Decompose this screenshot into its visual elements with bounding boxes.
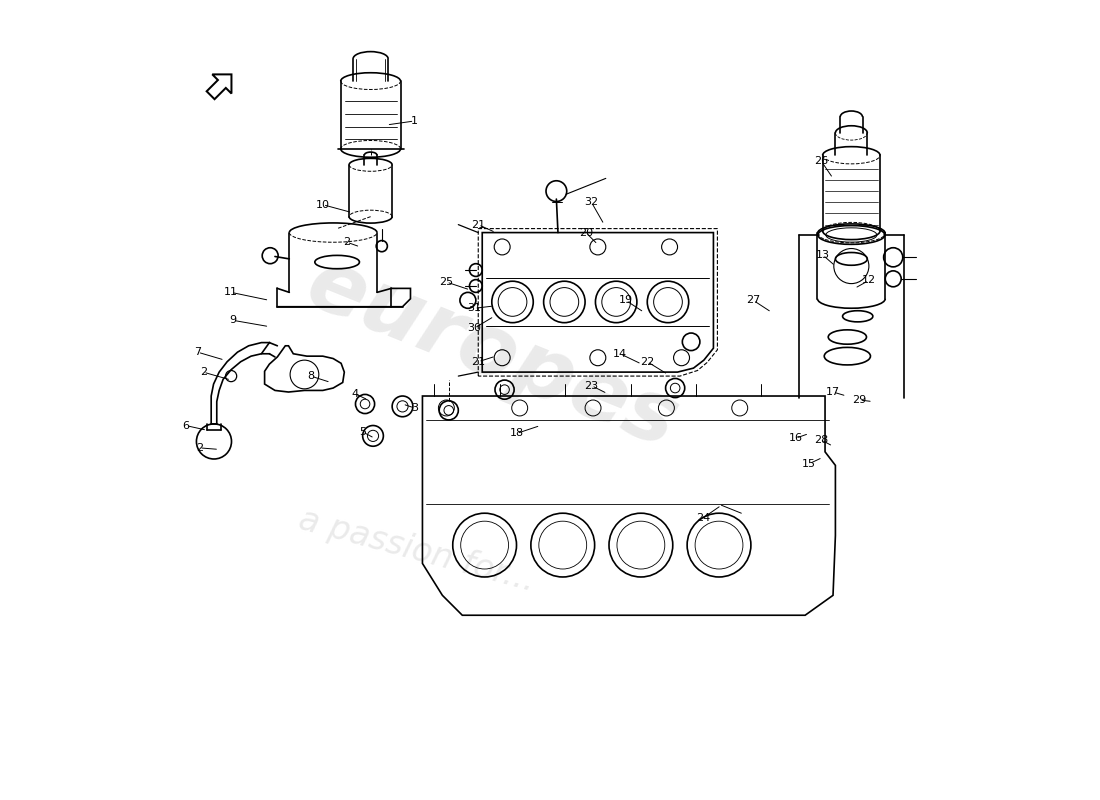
- Text: 6: 6: [183, 421, 189, 430]
- Text: 13: 13: [815, 250, 829, 260]
- Text: 17: 17: [826, 387, 840, 397]
- Text: 18: 18: [509, 429, 524, 438]
- Text: 2: 2: [199, 367, 207, 377]
- Text: 27: 27: [746, 295, 760, 306]
- Text: 9: 9: [229, 315, 236, 326]
- Text: 10: 10: [316, 200, 330, 210]
- Text: 14: 14: [613, 349, 627, 358]
- Text: 1: 1: [411, 116, 418, 126]
- Text: 24: 24: [696, 513, 711, 523]
- Text: 23: 23: [584, 381, 598, 390]
- Text: 16: 16: [789, 434, 803, 443]
- Text: 7: 7: [194, 347, 201, 357]
- Text: 20: 20: [579, 227, 593, 238]
- Text: 25: 25: [439, 277, 453, 287]
- Text: a passion for...: a passion for...: [295, 503, 539, 598]
- Text: 19: 19: [618, 295, 632, 306]
- Text: 28: 28: [814, 435, 828, 445]
- Text: 32: 32: [584, 198, 598, 207]
- Text: 22: 22: [640, 357, 654, 366]
- Text: 30: 30: [468, 323, 482, 334]
- Text: 2: 2: [343, 237, 350, 247]
- Text: 31: 31: [468, 303, 482, 314]
- Text: europes: europes: [295, 242, 690, 466]
- Text: 29: 29: [852, 395, 867, 405]
- Text: 15: 15: [802, 458, 816, 469]
- Text: 12: 12: [861, 275, 876, 286]
- Text: 4: 4: [351, 389, 359, 398]
- Text: 11: 11: [224, 287, 238, 298]
- Text: 21: 21: [471, 220, 485, 230]
- Text: 3: 3: [411, 403, 418, 413]
- Text: 26: 26: [814, 156, 828, 166]
- Text: 8: 8: [307, 371, 315, 381]
- Text: 5: 5: [360, 427, 366, 437]
- Text: 2: 2: [196, 443, 202, 453]
- Text: 21: 21: [471, 357, 485, 366]
